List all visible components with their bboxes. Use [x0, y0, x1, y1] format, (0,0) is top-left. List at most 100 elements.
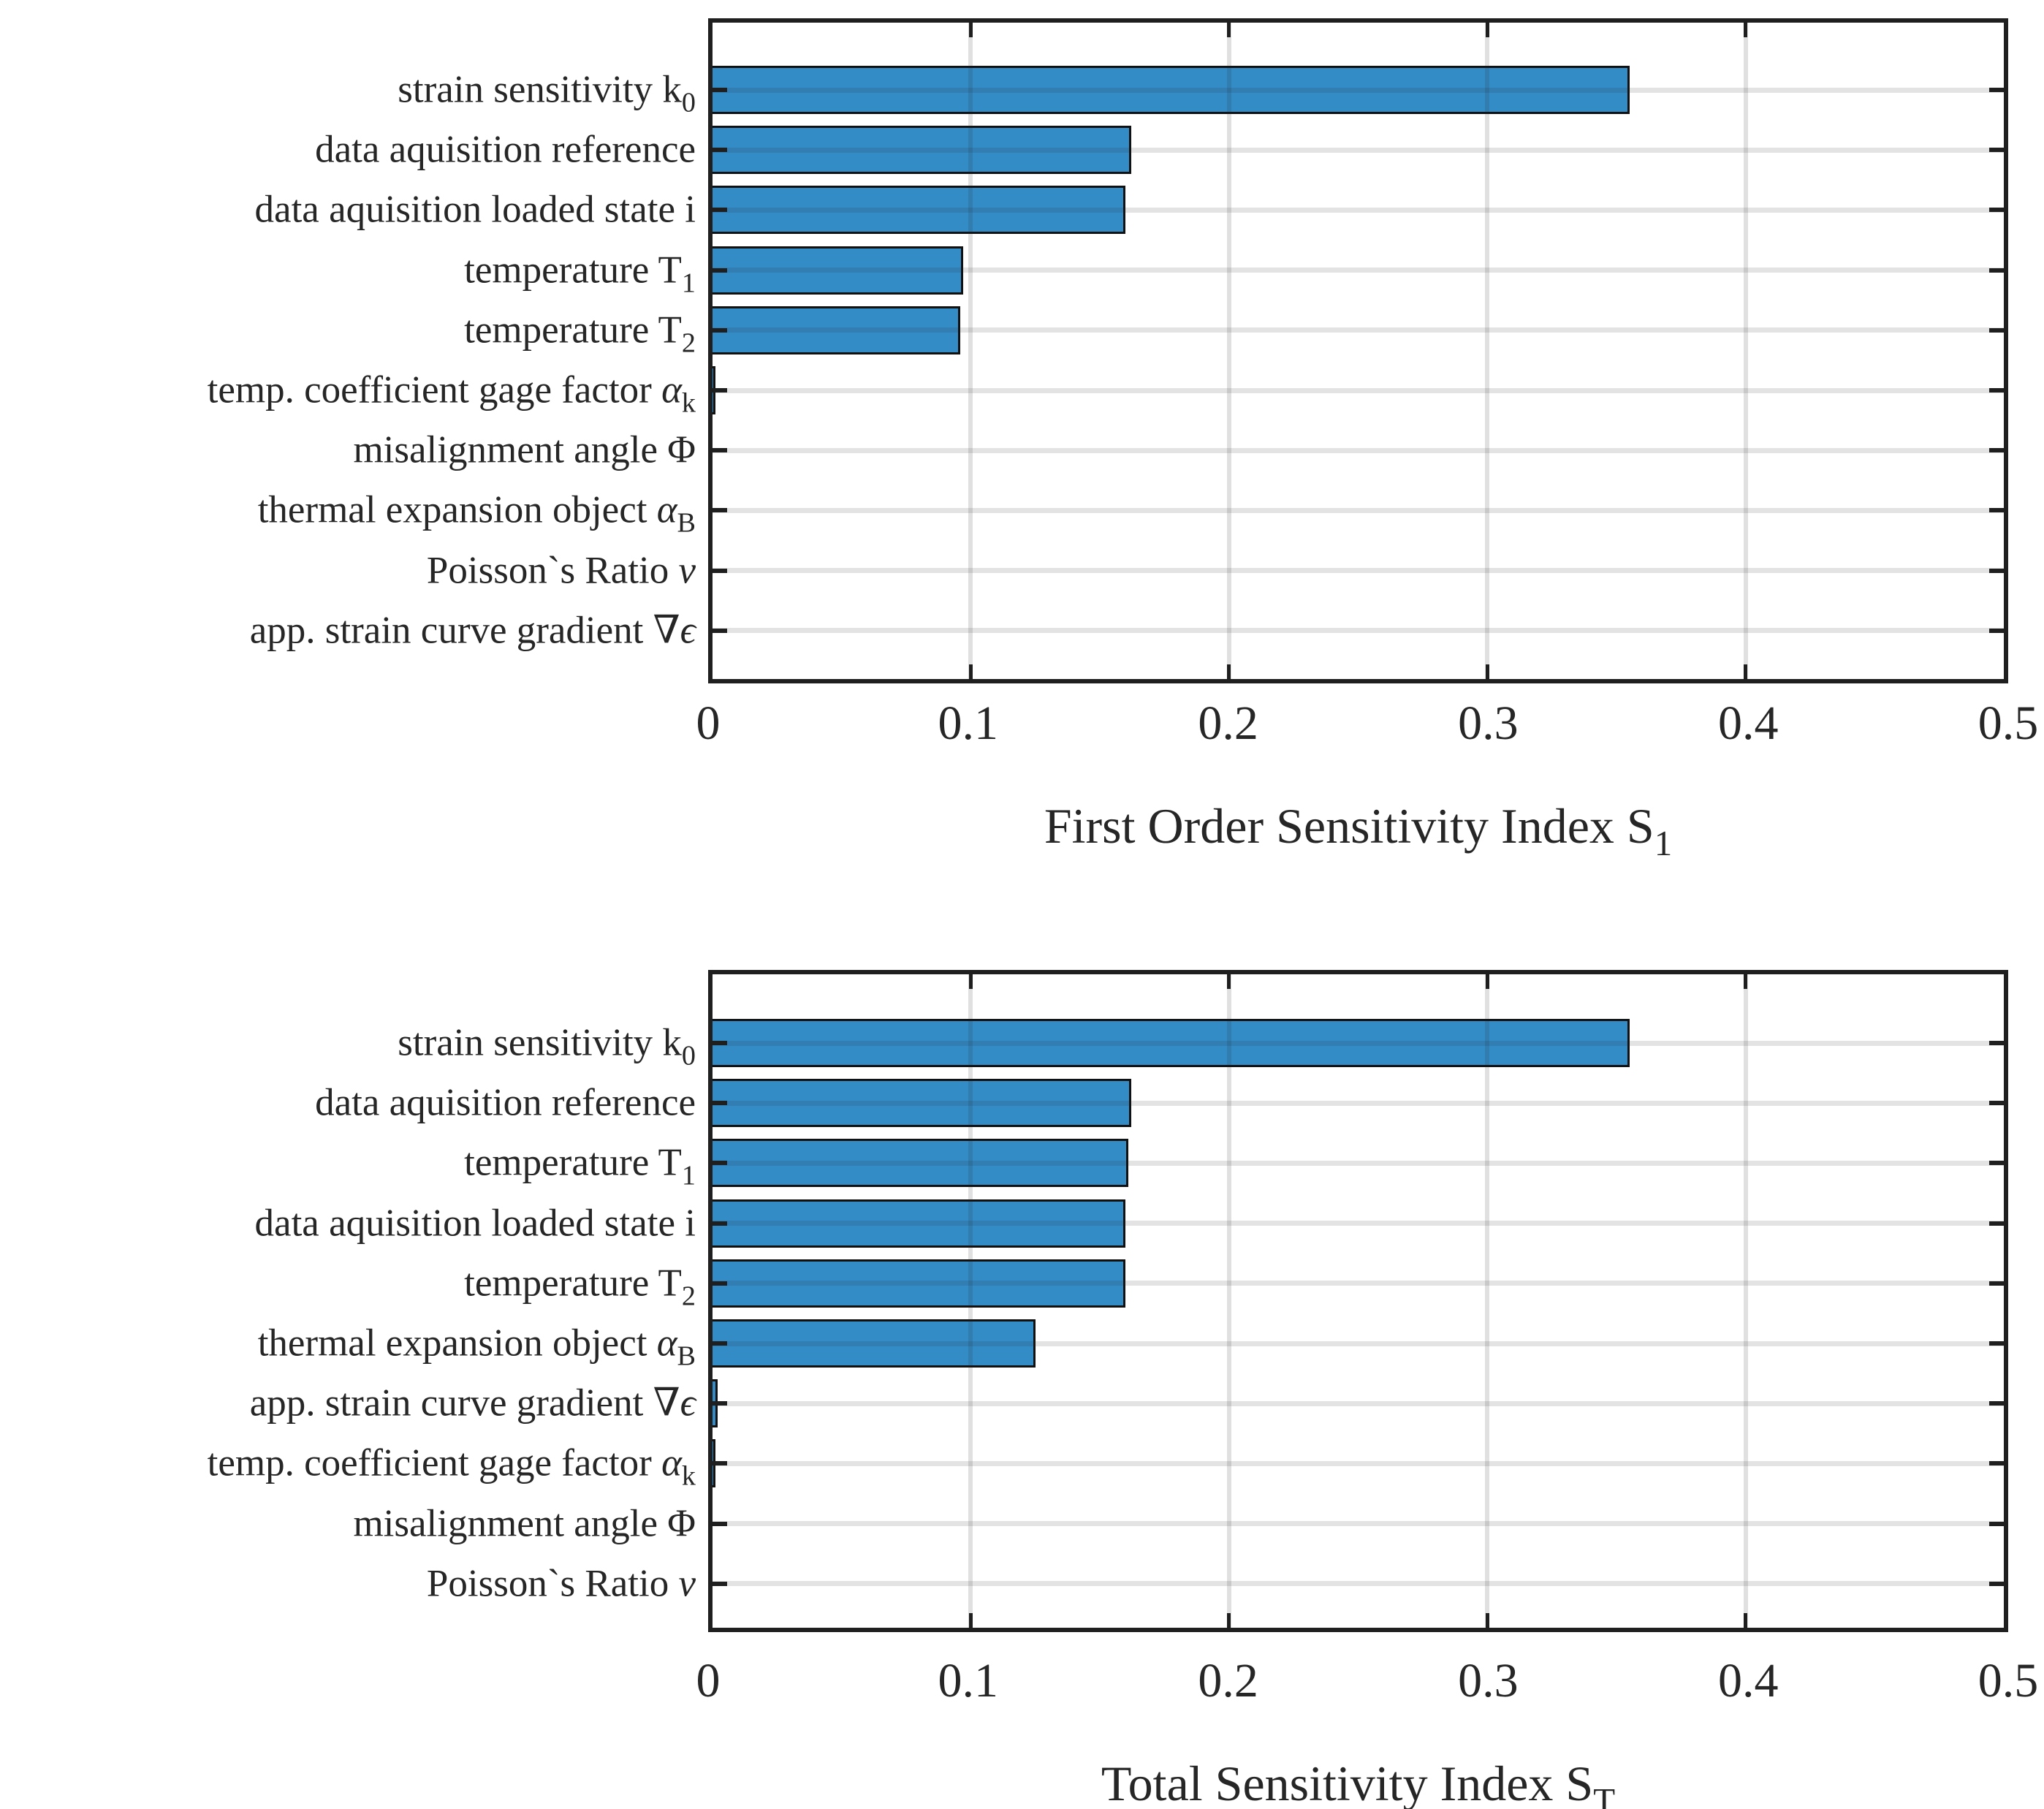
x-tick-mark-bottom: [1485, 664, 1489, 679]
x-tick-mark-top: [1744, 974, 1748, 989]
gridline-horizontal: [713, 87, 2004, 93]
y-tick-mark-right: [1989, 388, 2004, 392]
gridline-horizontal: [713, 207, 2004, 213]
x-tick-mark-top: [1744, 23, 1748, 37]
gridline-vertical: [1743, 23, 1748, 679]
y-tick-mark-left: [713, 1041, 727, 1045]
category-label-text: strain sensitivity k: [398, 68, 682, 111]
gridline-horizontal: [713, 268, 2004, 273]
y-tick-mark-left: [713, 1581, 727, 1586]
y-tick-mark-right: [1989, 148, 2004, 153]
gridline-horizontal: [713, 507, 2004, 513]
x-tick-mark-bottom: [1227, 1613, 1231, 1628]
category-label-text: temperature T: [464, 308, 682, 352]
x-tick-mark-bottom: [1744, 664, 1748, 679]
bar: [713, 1199, 1126, 1248]
category-label-symbol: ϵ: [680, 609, 696, 652]
category-label: strain sensitivity k0: [0, 68, 696, 117]
x-tick-mark-bottom: [968, 1613, 973, 1628]
gridline-vertical: [968, 23, 973, 679]
category-label-text: app. strain curve gradient ∇: [249, 1381, 680, 1425]
gridline-vertical: [1485, 974, 1490, 1628]
plot-inner: [713, 974, 2004, 1628]
gridline-horizontal: [713, 568, 2004, 574]
category-label: temperature T1: [0, 1141, 696, 1190]
category-label-subscript: 1: [681, 268, 696, 299]
y-tick-mark-left: [713, 1521, 727, 1526]
bar: [713, 246, 963, 295]
x-tick-mark-bottom: [1227, 664, 1231, 679]
gridline-horizontal: [713, 447, 2004, 453]
bar: [713, 66, 1630, 114]
gridline-horizontal: [713, 1040, 2004, 1046]
x-tick-label: 0.3: [1458, 1654, 1519, 1707]
x-tick-mark-bottom: [968, 664, 973, 679]
y-tick-mark-right: [1989, 1341, 2004, 1346]
y-tick-mark-left: [713, 88, 727, 92]
category-label-symbol: α: [656, 488, 677, 531]
category-label: temperature T2: [0, 308, 696, 357]
y-tick-mark-left: [713, 148, 727, 153]
category-label: temp. coefficient gage factor αk: [0, 368, 696, 417]
bar: [713, 1139, 1128, 1188]
category-label-text: temp. coefficient gage factor: [207, 368, 662, 412]
x-axis-label: First Order Sensitivity Index S1: [1044, 801, 1672, 861]
x-tick-label: 0.3: [1458, 697, 1519, 750]
bar: [713, 1019, 1630, 1067]
gridline-horizontal: [713, 1400, 2004, 1406]
y-tick-mark-right: [1989, 1161, 2004, 1166]
category-label-symbol: α: [661, 1441, 682, 1484]
gridline-horizontal: [713, 628, 2004, 634]
y-tick-mark-left: [713, 1281, 727, 1286]
y-tick-mark-left: [713, 1161, 727, 1166]
gridline-vertical: [1226, 974, 1231, 1628]
gridline-vertical: [1743, 974, 1748, 1628]
category-label-text: strain sensitivity k: [398, 1021, 682, 1064]
category-label-text: Poisson`s Ratio: [426, 1562, 679, 1605]
category-label-symbol: α: [656, 1321, 677, 1365]
gridline-horizontal: [713, 1460, 2004, 1466]
y-tick-mark-right: [1989, 327, 2004, 333]
x-tick-mark-bottom: [1744, 1613, 1748, 1628]
x-tick-label: 0.2: [1198, 1654, 1258, 1707]
category-label: Poisson`s Ratio ν: [0, 1561, 696, 1606]
category-label-symbol: α: [661, 368, 682, 412]
x-axis-label-text: Total Sensitivity Index S: [1101, 1756, 1594, 1809]
y-tick-mark-right: [1989, 1461, 2004, 1466]
y-tick-mark-right: [1989, 88, 2004, 92]
x-tick-mark-top: [1485, 974, 1489, 989]
category-label-subscript: B: [677, 1340, 696, 1372]
plot-area: [708, 18, 2008, 683]
gridline-horizontal: [713, 1521, 2004, 1527]
y-tick-mark-left: [713, 628, 727, 633]
category-label-subscript: 2: [681, 1281, 696, 1312]
category-label-text: temperature T: [464, 1262, 682, 1305]
category-label: temp. coefficient gage factor αk: [0, 1441, 696, 1490]
category-label: data aquisition reference: [0, 1081, 696, 1126]
x-tick-label: 0.5: [1977, 697, 2039, 750]
x-tick-mark-top: [1227, 23, 1231, 37]
category-label-text: misalignment angle Φ: [353, 1502, 696, 1545]
category-label-text: temp. coefficient gage factor: [207, 1441, 662, 1484]
gridline-horizontal: [713, 147, 2004, 153]
x-tick-label: 0.1: [938, 697, 999, 750]
category-label-subscript: 0: [681, 87, 696, 118]
category-label-subscript: 2: [681, 327, 696, 359]
x-tick-label: 0.2: [1198, 697, 1258, 750]
category-label: app. strain curve gradient ∇ϵ: [0, 1381, 696, 1426]
x-tick-label: 0.4: [1717, 697, 1779, 750]
x-tick-label: 0: [696, 1654, 721, 1707]
category-label-text: data aquisition reference: [315, 128, 696, 171]
bar: [713, 1259, 1126, 1308]
category-label-subscript: k: [681, 387, 696, 419]
y-tick-mark-left: [713, 448, 727, 453]
bar: [713, 186, 1126, 235]
category-label-text: misalignment angle Φ: [353, 428, 696, 471]
category-label-text: thermal expansion object: [257, 488, 657, 531]
category-label: thermal expansion object αB: [0, 488, 696, 537]
y-tick-mark-right: [1989, 628, 2004, 633]
bar: [713, 1079, 1131, 1128]
gridline-horizontal: [713, 327, 2004, 333]
